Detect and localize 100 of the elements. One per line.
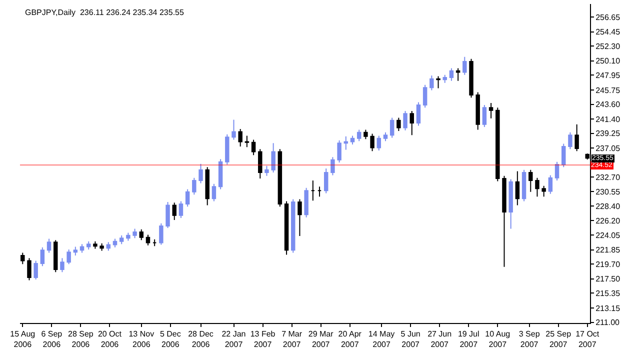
candlestick bbox=[469, 58, 474, 98]
x-tick-label: 13 Nov 2006 bbox=[128, 330, 154, 349]
candlestick bbox=[225, 134, 230, 165]
candlestick bbox=[304, 187, 308, 218]
y-tick-label: 226.20 bbox=[596, 216, 621, 226]
candlestick bbox=[278, 148, 282, 208]
candlestick bbox=[66, 248, 71, 265]
candlestick bbox=[482, 104, 487, 128]
candlestick bbox=[462, 56, 467, 76]
candlestick bbox=[430, 75, 434, 91]
candlestick bbox=[132, 228, 137, 239]
candlestick bbox=[244, 135, 250, 148]
candlestick bbox=[212, 183, 216, 202]
x-tick-label: 27 Jun 2007 bbox=[428, 330, 452, 349]
y-tick-label: 239.25 bbox=[596, 129, 621, 138]
candlestick bbox=[232, 119, 236, 140]
candlestick bbox=[330, 156, 335, 176]
x-tick-label: 5 Jun 2007 bbox=[400, 330, 420, 349]
y-tick-label: 252.30 bbox=[596, 42, 621, 51]
candlestick bbox=[258, 148, 262, 180]
candlestick bbox=[73, 246, 78, 256]
y-tick-label: 213.15 bbox=[596, 304, 621, 313]
candlestick bbox=[192, 177, 196, 196]
candlestick bbox=[54, 240, 58, 273]
x-tick-label: 28 Dec 2006 bbox=[188, 330, 214, 349]
candlestick bbox=[284, 200, 289, 256]
candlestick bbox=[416, 102, 421, 126]
candlestick bbox=[350, 135, 355, 145]
y-tick-label: 243.60 bbox=[596, 100, 621, 110]
candlestick bbox=[264, 165, 269, 176]
candlestick bbox=[60, 258, 64, 273]
y-tick-label: 215.35 bbox=[596, 289, 621, 298]
y-tick-label: 254.45 bbox=[596, 28, 621, 37]
candlestick bbox=[324, 168, 328, 194]
x-tick-label: 3 Sep 2007 bbox=[518, 330, 540, 349]
candlestick bbox=[139, 228, 144, 241]
y-tick-label: 228.40 bbox=[596, 202, 621, 211]
candlestick bbox=[548, 174, 553, 194]
candlestick bbox=[376, 135, 382, 151]
x-tick-label: 7 Mar 2007 bbox=[282, 330, 302, 349]
candlestick bbox=[488, 102, 494, 119]
x-tick-label: 17 Oct 2007 bbox=[576, 330, 600, 349]
candlestick bbox=[106, 242, 111, 252]
candlestick bbox=[508, 178, 513, 230]
y-tick-label: 219.70 bbox=[596, 260, 621, 269]
candlestick bbox=[152, 238, 157, 247]
y-tick-label: 245.75 bbox=[596, 86, 621, 95]
candlestick bbox=[370, 133, 374, 152]
candlestick bbox=[86, 240, 91, 250]
candlestick bbox=[496, 107, 500, 182]
candlestick bbox=[522, 169, 526, 202]
candlestick bbox=[396, 117, 401, 132]
candlestick bbox=[515, 170, 520, 206]
candlestick bbox=[337, 140, 342, 163]
candlestick bbox=[310, 180, 316, 202]
candlestick bbox=[178, 200, 184, 218]
candlestick bbox=[574, 124, 579, 152]
x-tick-label: 29 Mar 2007 bbox=[308, 330, 334, 349]
candlestick bbox=[112, 238, 118, 248]
candlestick bbox=[205, 166, 210, 206]
candlestick bbox=[436, 76, 440, 89]
candlestick bbox=[390, 117, 394, 138]
candlestick bbox=[27, 258, 32, 281]
candlestick bbox=[542, 185, 546, 198]
candlestick bbox=[502, 175, 506, 268]
candlestick bbox=[476, 92, 480, 130]
text: GBPJPY,Daily 236.11 236.24 235.34 235.55 bbox=[25, 8, 184, 17]
candlestick bbox=[410, 110, 414, 136]
x-tick-label: 14 May 2007 bbox=[368, 330, 395, 349]
x-tick-label: 5 Dec 2006 bbox=[160, 330, 181, 349]
candlestick bbox=[40, 246, 45, 267]
x-tick-label: 20 Oct 2006 bbox=[98, 330, 122, 349]
candlestick bbox=[422, 84, 428, 108]
candlestick bbox=[34, 260, 38, 280]
candlestick bbox=[198, 163, 203, 184]
candlestick bbox=[100, 242, 104, 252]
y-tick-label: 230.55 bbox=[596, 187, 621, 196]
candlestick bbox=[251, 139, 256, 156]
candlestick bbox=[561, 143, 566, 168]
y-tick-label: 221.85 bbox=[596, 246, 621, 255]
candlestick bbox=[317, 186, 322, 198]
candlestick bbox=[146, 234, 150, 246]
candlestick bbox=[403, 110, 408, 131]
candlestick bbox=[126, 232, 130, 242]
candlestick bbox=[218, 158, 223, 190]
y-tick-label: 211.00 bbox=[596, 318, 620, 328]
y-tick-label: 250.10 bbox=[596, 56, 621, 66]
candlestick bbox=[364, 129, 368, 140]
y-tick-label: 237.05 bbox=[596, 144, 621, 153]
candlestick bbox=[46, 238, 52, 254]
x-tick-label: 22 Jan 2007 bbox=[222, 330, 246, 349]
candlestick bbox=[554, 161, 560, 182]
x-tick-label: 15 Aug 2006 bbox=[10, 330, 36, 349]
candlestick bbox=[159, 222, 164, 246]
candlestick bbox=[528, 169, 533, 192]
y-tick-label: 217.50 bbox=[596, 274, 621, 284]
candlestick bbox=[172, 202, 176, 221]
x-tick-label: 19 Jul 2007 bbox=[458, 330, 480, 349]
candlestick bbox=[344, 136, 348, 150]
candlestick bbox=[80, 244, 84, 254]
